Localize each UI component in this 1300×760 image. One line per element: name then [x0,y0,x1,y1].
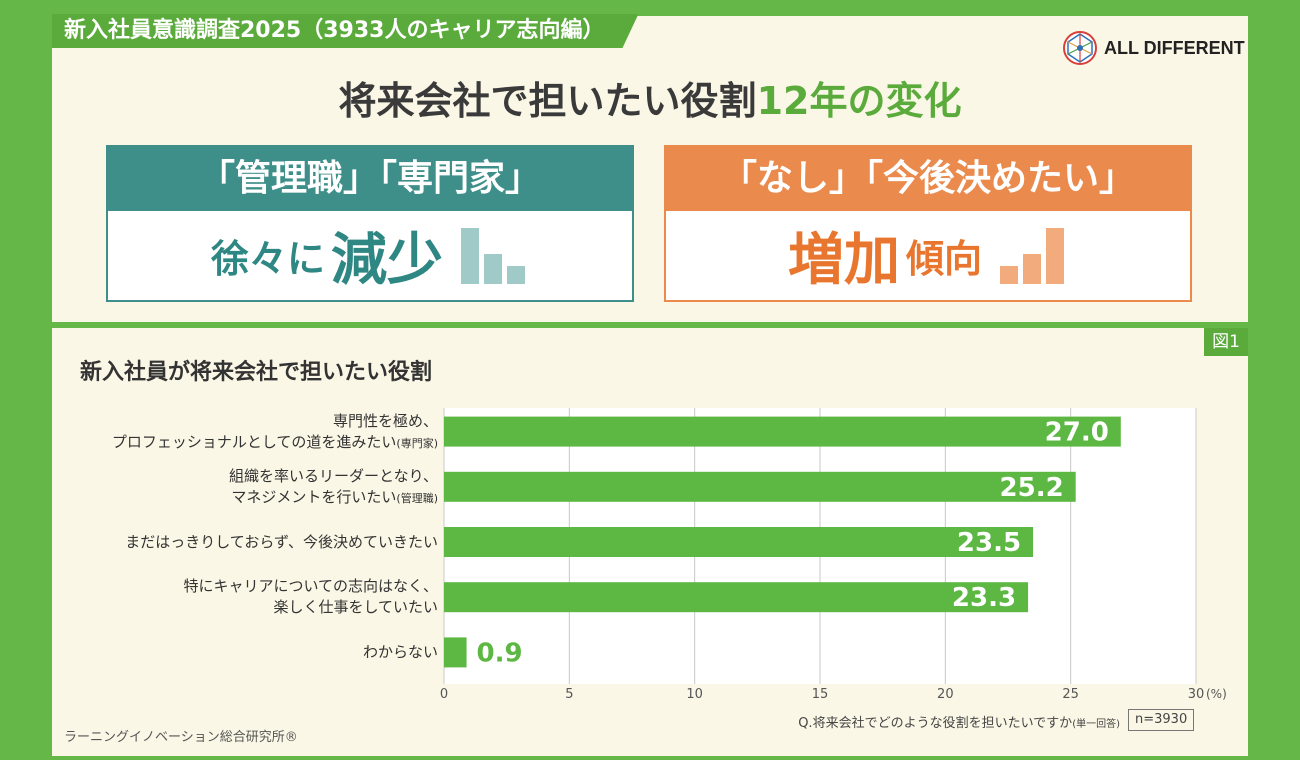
plot-area [444,408,1196,684]
chart-title: 新入社員が将来会社で担いたい役割 [80,360,433,385]
figure-label: 図1 [1204,328,1248,356]
category-label: 専門性を極め、プロフェッショナルとしての道を進みたい(専門家) [112,411,438,454]
decrease-word: 減少 [331,228,443,293]
logo-icon [1063,31,1097,65]
decreasing-bars-icon [461,227,525,284]
headline: 将来会社で担いたい役割12年の変化 [0,70,1300,125]
increasing-bars-icon [1000,227,1064,284]
category-label: まだはっきりしておらず、今後決めていきたい [125,532,438,553]
headline-accent: 12年の変化 [756,79,962,123]
sample-size: n=3930 [1128,709,1195,731]
source-credit: ラーニングイノベーション総合研究所® [64,730,298,745]
category-note: (専門家) [396,436,438,450]
logo-text: ALL DIFFERENT [1104,37,1245,58]
survey-title-tab: 新入社員意識調査2025（3933人のキャリア志向編） [52,14,638,48]
increase-qualifier: 傾向 [905,237,982,281]
category-label-line: まだはっきりしておらず、今後決めていきたい [125,532,438,551]
category-label-line: 楽しく仕事をしていたい [273,598,438,617]
headline-main: 将来会社で担いたい役割 [338,79,757,123]
question-text: Q.将来会社でどのような役割を担いたいですか(単一回答) [798,712,1120,731]
question-note: (単一回答) [1072,719,1120,730]
decrease-qualifier: 徐々に [210,237,325,281]
category-label: わからない [363,642,438,663]
decrease-heading: 「管理職」「専門家」 [108,147,632,211]
brand-logo: ALL DIFFERENT [1062,30,1245,66]
increase-summary-box: 「なし」「今後決めたい」 増加 傾向 [664,145,1192,302]
category-label-line: わからない [362,642,438,661]
category-label-line: マネジメントを行いたい(管理職) [231,487,438,506]
question-main: Q.将来会社でどのような役割を担いたいですか [798,716,1073,731]
category-label-line: プロフェッショナルとしての道を進みたい(専門家) [111,432,438,451]
category-label: 特にキャリアについての志向はなく、楽しく仕事をしていたい [183,576,438,618]
increase-heading: 「なし」「今後決めたい」 [666,147,1190,211]
category-label-line: 特にキャリアについての志向はなく、 [183,577,438,596]
decrease-summary-box: 「管理職」「専門家」 徐々に 減少 [106,145,634,302]
category-label: 組織を率いるリーダーとなり、 マネジメントを行いたい(管理職) [229,466,438,509]
category-label-line: 組織を率いるリーダーとなり、 [229,466,438,485]
category-note: (管理職) [396,491,438,505]
increase-word: 増加 [787,228,900,293]
category-label-line: 専門性を極め、 [332,411,438,430]
